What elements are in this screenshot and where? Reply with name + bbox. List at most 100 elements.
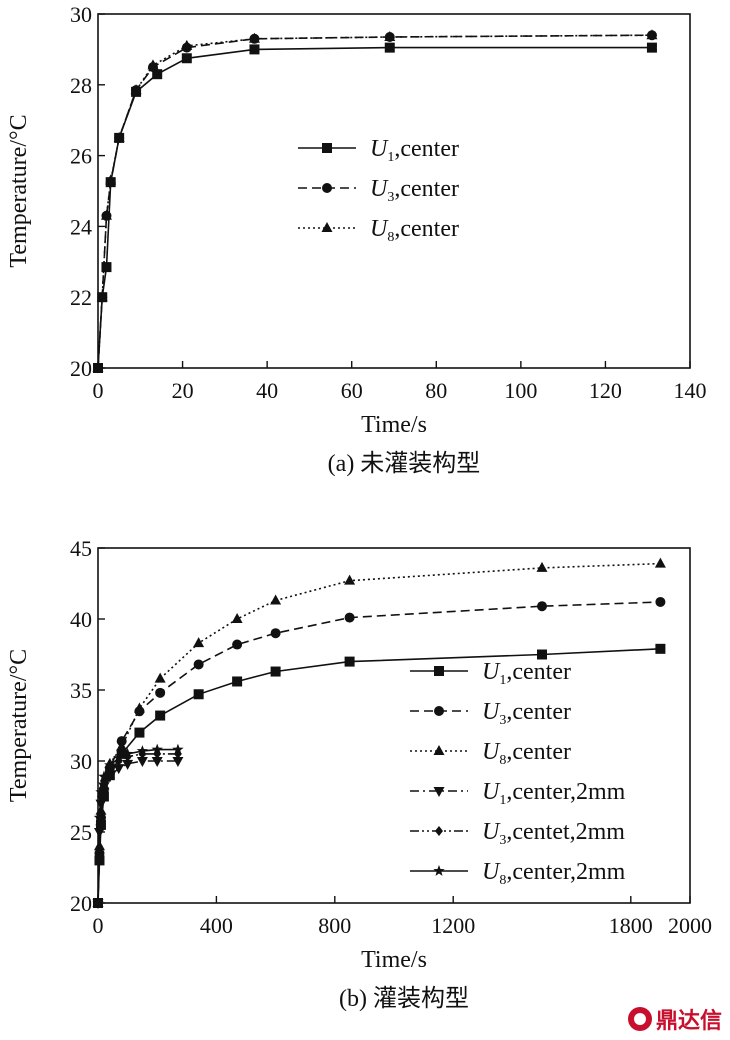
watermark-logo-icon [627, 1007, 652, 1031]
chart-b-series-3-point-7 [136, 757, 148, 767]
chart-a: 0 20 40 60 80 100 120 140202224262830Time/sTemp… [6, 2, 707, 477]
chart-b-legend-label-4: U3,centet,2mm [482, 819, 625, 848]
chart-b-legend-label-sub-1: 3 [499, 713, 506, 728]
chart-b-series-1-point-8 [193, 659, 204, 670]
chart-b-legend-label-main-5: U [482, 859, 501, 885]
chart-a-legend-label-main-0: U [370, 136, 389, 162]
chart-b-legend-label-main-2: U [482, 739, 501, 765]
chart-b-plot-frame [97, 547, 691, 904]
chart-b: 0 400 800 1200 1800 2000 20 25 30 35 40 45 Time/s Tem… [6, 536, 712, 1012]
chart-b-legend-label-sub-4: 3 [499, 833, 506, 848]
chart-b-legend-entry-3: U1,center,2mm [410, 779, 626, 808]
chart-b-legend-label-0: U1,center [482, 659, 571, 688]
chart-a-x-tick-label-3: 60 [341, 378, 363, 403]
chart-a-series-0-point-9 [384, 42, 395, 53]
chart-b-legend-label-rest-1: ,center [506, 699, 571, 725]
chart-b-series-0-point-11 [344, 656, 355, 667]
chart-b-legend-label-rest-4: ,centet,2mm [506, 819, 625, 845]
chart-b-y-tick-label-3: 35 [70, 678, 92, 703]
chart-b-series-1-point-9 [232, 639, 243, 650]
chart-a-legend-label-rest-0: ,center [394, 136, 459, 162]
chart-a-legend-label-2: U8,center [370, 216, 459, 245]
chart-b-legend-entry-0: U1,center [410, 659, 571, 688]
chart-a-legend-label-sub-0: 1 [387, 150, 394, 165]
chart-a-x-tick-label-5: 100 [504, 378, 537, 403]
chart-b-series-5-point-6 [121, 747, 134, 759]
chart-b-series-0-point-9 [232, 676, 243, 687]
chart-a-series-2-point-7 [181, 39, 193, 50]
chart-a-legend-marker-2 [321, 222, 333, 232]
chart-b-legend-label-main-0: U [482, 659, 501, 685]
chart-b-legend-label-3: U1,center,2mm [482, 779, 626, 808]
chart-b-legend-marker-0 [434, 666, 444, 676]
chart-a-legend-label-0: U1,center [370, 136, 459, 165]
chart-b-series-5-point-4 [104, 759, 116, 771]
chart-a-legend-label-main-2: U [370, 216, 389, 242]
chart-b-series-0-point-5 [116, 748, 127, 759]
chart-b-series-1-line [97, 601, 661, 904]
chart-b-y-tick-label-4: 40 [70, 607, 92, 632]
chart-b-series-2-point-12 [536, 561, 548, 572]
chart-b-series-1-point-10 [270, 628, 281, 639]
chart-b-x-tick-label-3: 1200 [431, 913, 475, 938]
chart-b-series-5-point-1 [93, 811, 106, 823]
chart-b-legend-marker-4 [435, 826, 443, 836]
chart-b-series-2-point-7 [154, 672, 166, 683]
chart-a-y-tick-label-5: 30 [70, 2, 92, 27]
chart-a-series-2-point-9 [384, 31, 396, 42]
chart-b-legend-label-rest-2: ,center [506, 739, 571, 765]
chart-b-legend-label-sub-2: 8 [499, 753, 506, 768]
chart-b-legend-label-main-1: U [482, 699, 501, 725]
chart-a-y-tick-label-2: 24 [70, 214, 92, 239]
chart-a-legend-label-main-1: U [370, 176, 389, 202]
chart-b-series-5-point-3 [98, 770, 110, 782]
chart-a-x-tick-label-1: 20 [172, 378, 194, 403]
chart-b-x-tick-label-4: 1800 [609, 913, 653, 938]
chart-b-legend-label-5: U8,center,2mm [482, 859, 626, 888]
chart-b-caption: (b) 灌装构型 [339, 985, 469, 1012]
chart-b-series-3-line [97, 760, 178, 904]
chart-b-legend-label-rest-5: ,center,2mm [506, 859, 625, 885]
chart-b-series-0-point-8 [193, 689, 204, 700]
chart-b-legend-label-main-4: U [482, 819, 501, 845]
chart-b-series-0-point-13 [655, 643, 666, 654]
chart-b-legend-label-sub-3: 1 [499, 793, 506, 808]
chart-b-series-2-point-9 [231, 613, 243, 623]
chart-b-x-tick-label-0: 0 [93, 913, 104, 938]
chart-b-y-tick-label-5: 45 [70, 536, 92, 561]
chart-b-legend-marker-3 [433, 787, 445, 797]
chart-b-series-0-point-6 [134, 727, 145, 738]
chart-a-series-2-point-0 [92, 362, 104, 372]
watermark: 鼎达信 [627, 1003, 722, 1035]
chart-a-y-tick-label-3: 26 [70, 144, 92, 169]
chart-a-series-2-point-5 [130, 84, 142, 95]
chart-a-series-2-point-1 [96, 291, 108, 302]
chart-a-series-0-line [97, 46, 652, 369]
chart-a-legend-entry-2: U8,center [298, 216, 459, 245]
chart-b-series-3-point-9 [172, 757, 184, 767]
chart-b-series-3-point-6 [122, 759, 134, 770]
chart-a-series-2-point-4 [113, 131, 125, 142]
chart-a-x-axis-label: Time/s [361, 412, 427, 438]
chart-a-series-0-point-6 [152, 69, 163, 80]
chart-b-legend-label-sub-5: 8 [499, 873, 506, 888]
chart-a-y-tick-label-4: 28 [70, 73, 92, 98]
chart-a-legend-entry-1: U3,center [298, 176, 459, 205]
chart-a-series-0-point-7 [181, 53, 192, 64]
chart-b-y-tick-label-2: 30 [70, 749, 92, 774]
chart-a-series-2 [92, 29, 658, 372]
chart-b-legend-entry-5: U8,center,2mm [410, 859, 626, 888]
chart-b-x-tick-label-5: 2000 [668, 913, 712, 938]
chart-b-legend-entry-2: U8,center [410, 739, 571, 768]
chart-a-x-tick-label-7: 140 [674, 378, 707, 403]
chart-a-legend-label-sub-2: 8 [387, 230, 394, 245]
chart-b-y-tick-label-0: 20 [70, 891, 92, 916]
chart-b-series-0-point-12 [537, 649, 547, 660]
chart-b-legend-label-sub-0: 1 [499, 673, 506, 688]
chart-a-caption: (a) 未灌装构型 [328, 450, 481, 477]
watermark-text: 鼎达信 [655, 1009, 722, 1034]
chart-a-y-tick-label-0: 20 [70, 356, 92, 381]
chart-b-series-0-point-7 [155, 710, 166, 721]
chart-b-series-0-point-10 [270, 666, 281, 677]
